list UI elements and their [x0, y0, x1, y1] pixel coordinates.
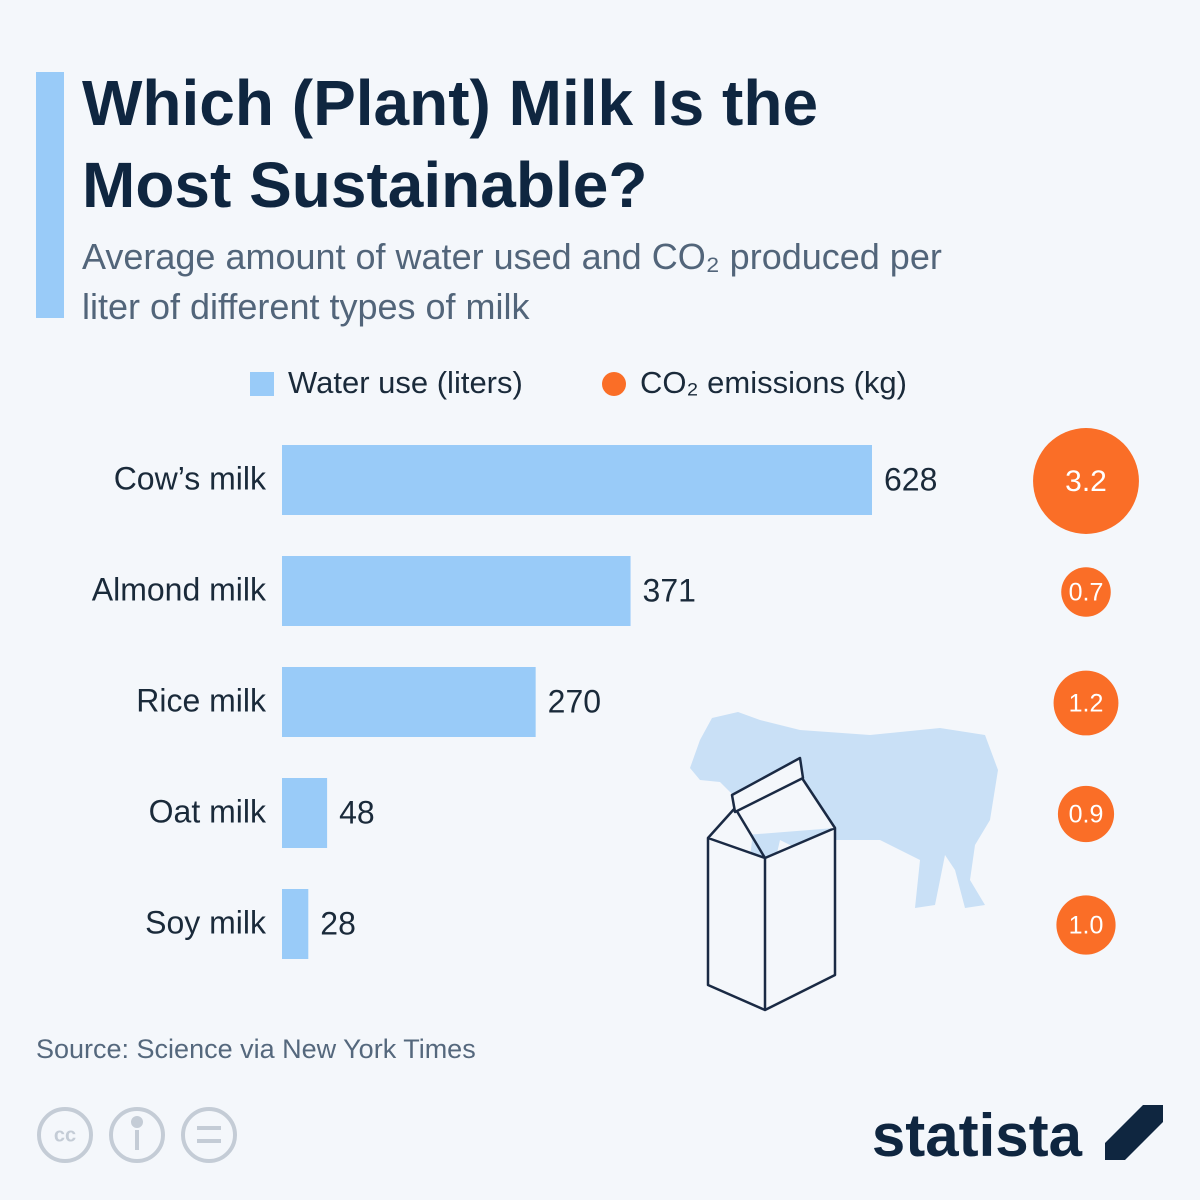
bubble-label: 0.7: [1069, 579, 1104, 607]
category-label: Oat milk: [149, 793, 267, 829]
accent-bar: [36, 72, 64, 318]
category-label: Almond milk: [92, 571, 267, 607]
bubble: [1061, 567, 1111, 617]
bar: [282, 556, 631, 626]
legend-swatch: [602, 372, 626, 396]
chart-subtitle: Average amount of water used and CO₂ pro…: [82, 236, 942, 327]
category-label: Soy milk: [145, 904, 267, 940]
value-label: 48: [339, 794, 375, 830]
legend-swatch: [250, 372, 274, 396]
bubble: [1033, 428, 1139, 534]
bubble-label: 1.0: [1069, 912, 1104, 940]
license-icons: cc: [37, 1107, 237, 1163]
value-label: 270: [548, 683, 601, 719]
value-label: 628: [884, 461, 937, 497]
value-label: 371: [643, 572, 696, 608]
carton-illustration: [706, 756, 837, 1012]
bubble-label: 1.2: [1069, 690, 1104, 718]
bar: [282, 445, 872, 515]
bubble-label: 3.2: [1065, 465, 1107, 498]
chart-title: Which (Plant) Milk Is the Most Sustainab…: [82, 67, 819, 221]
svg-text:cc: cc: [54, 1124, 76, 1146]
bar: [282, 667, 536, 737]
bar: [282, 889, 309, 959]
bubble: [1053, 670, 1119, 736]
category-label: Cow’s milk: [114, 460, 267, 496]
value-label: 28: [320, 905, 356, 941]
brand-icon: [1105, 1105, 1163, 1160]
bubble: [1057, 785, 1115, 843]
bubble-label: 0.9: [1069, 801, 1104, 829]
brand-logo: statista: [872, 1102, 1083, 1169]
category-label: Rice milk: [136, 682, 267, 718]
bubble: [1056, 895, 1116, 955]
legend-label: CO₂ emissions (kg): [640, 365, 907, 400]
bar: [282, 778, 328, 848]
source: Source: Science via New York Times: [36, 1034, 476, 1064]
legend-label: Water use (liters): [288, 365, 523, 400]
